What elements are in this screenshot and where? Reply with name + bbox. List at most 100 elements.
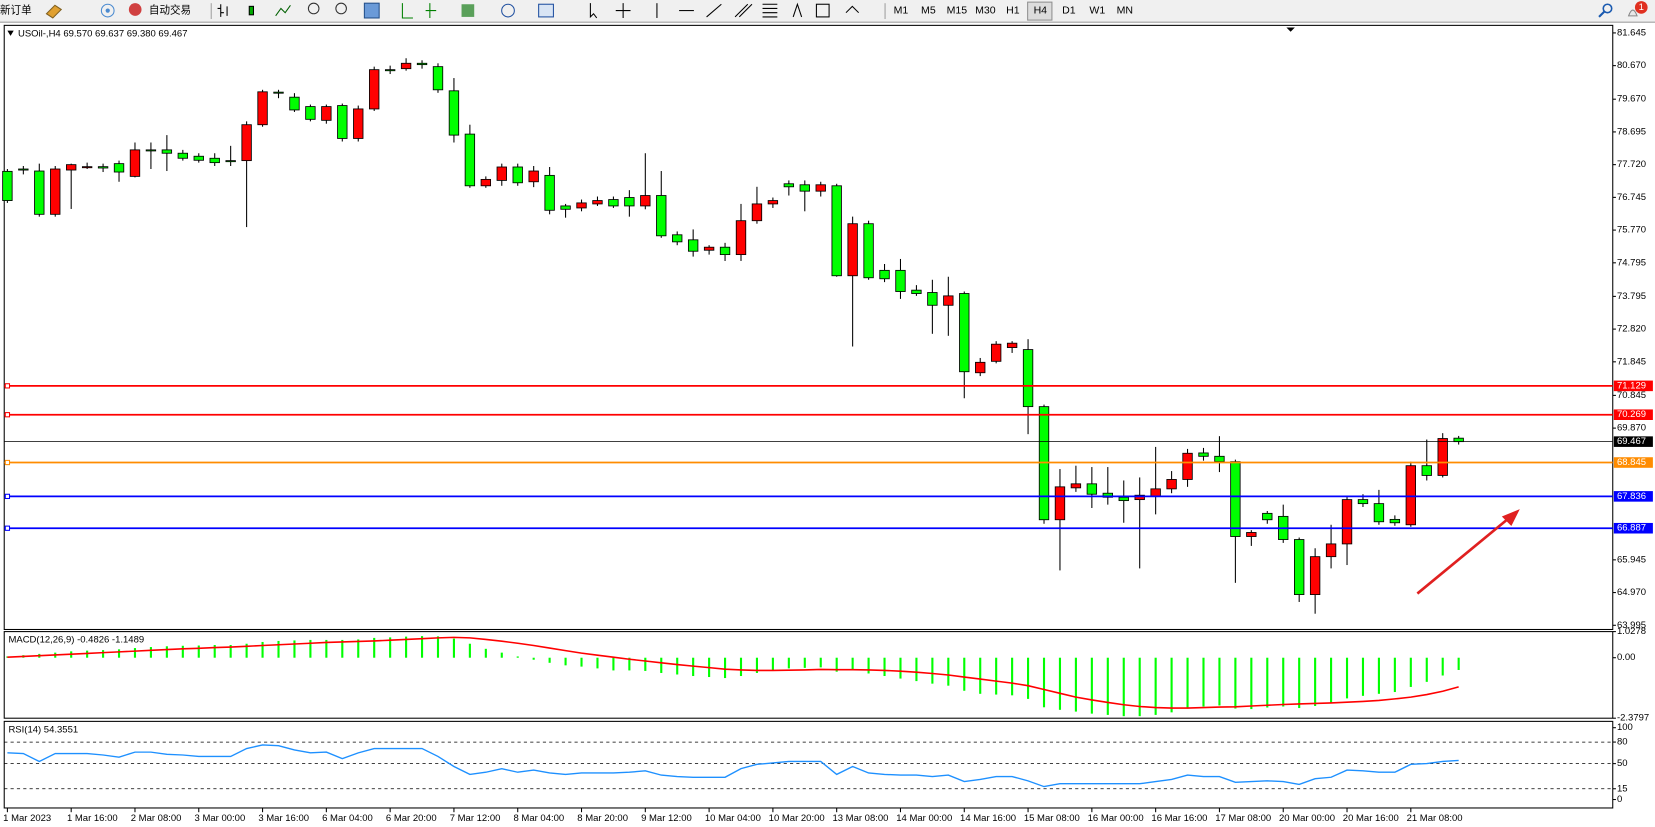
candle-body (1118, 496, 1129, 502)
candle-body (1198, 452, 1209, 457)
level-label: 66.887 (1617, 523, 1646, 534)
candle-body (384, 69, 396, 72)
x-tick-label: 14 Mar 16:00 (960, 813, 1016, 824)
timeframe-button[interactable]: MN (1117, 4, 1133, 16)
crosshair-button[interactable] (615, 3, 631, 18)
macd-bar (197, 645, 200, 658)
level-label: 68.845 (1617, 457, 1646, 468)
notification-bell[interactable] (1627, 9, 1638, 17)
timeframe-button[interactable]: W1 (1089, 4, 1105, 16)
macd-bar (325, 639, 328, 658)
timeframe-button[interactable]: M15 (947, 4, 968, 16)
candle-body (990, 343, 1002, 362)
macd-bar (979, 657, 982, 694)
timeframe-button[interactable]: H4 (1034, 4, 1048, 16)
fibonacci-button[interactable] (762, 3, 778, 18)
candle-body (927, 292, 938, 306)
candle-body (289, 96, 300, 111)
candle-body (592, 200, 603, 205)
macd-bar (819, 657, 822, 668)
history-icon[interactable] (45, 4, 63, 19)
candle-body (1214, 455, 1225, 463)
candle-body (416, 62, 428, 66)
macd-bar (277, 640, 280, 658)
macd-bar (1298, 657, 1301, 709)
label-button[interactable] (815, 3, 830, 18)
y-tick-label: 81.645 (1617, 27, 1646, 38)
macd-bar (676, 657, 679, 675)
y-tick-label: 72.820 (1617, 324, 1646, 335)
macd-bar (1058, 657, 1062, 710)
candle-body (369, 69, 380, 110)
candle-body (608, 199, 619, 207)
timeframe-button[interactable]: H1 (1006, 4, 1020, 16)
y-tick-label: 80.670 (1617, 60, 1646, 71)
macd-bar (580, 657, 583, 667)
candle-body (1230, 461, 1241, 537)
channel-button[interactable] (734, 3, 753, 18)
signal-line (7, 636, 1459, 709)
candle-body (1389, 518, 1401, 524)
shift-button[interactable] (425, 3, 437, 18)
arrows-button[interactable] (845, 5, 860, 14)
autoscroll-button[interactable] (401, 3, 413, 19)
trendline-button[interactable] (706, 3, 722, 18)
macd-bar (1090, 657, 1093, 714)
x-tick-label: 1 Mar 16:00 (67, 813, 118, 824)
candle-body (177, 152, 188, 159)
line-chart-button[interactable] (275, 4, 291, 17)
templates-button[interactable] (538, 3, 554, 18)
level-label-box (1613, 457, 1653, 468)
macd-bar (468, 643, 471, 658)
level-handle (4, 383, 11, 389)
candle-body (528, 170, 539, 183)
tile-button[interactable] (363, 2, 380, 19)
candle-body (1357, 499, 1369, 505)
timeframe-button[interactable]: M30 (975, 4, 996, 16)
macd-bar (1330, 657, 1333, 703)
timeframe-button[interactable]: M1 (894, 4, 909, 16)
candle-body (1086, 483, 1098, 495)
y-tick-label: 79.670 (1617, 94, 1646, 105)
periods-button[interactable] (501, 3, 515, 18)
price-panel (3, 24, 1614, 631)
x-tick-label: 3 Mar 16:00 (258, 813, 309, 824)
cursor-button[interactable] (589, 3, 598, 19)
macd-bar (899, 657, 902, 679)
macd-bar (1042, 657, 1046, 708)
candle-chart-button[interactable] (248, 5, 255, 16)
indicators-button[interactable] (461, 4, 475, 17)
level-handle (4, 459, 11, 466)
timeframe-button[interactable]: D1 (1062, 4, 1076, 16)
candle-body (257, 91, 268, 126)
macd-bar (739, 657, 743, 677)
candle-body (1325, 543, 1337, 558)
new-order-button[interactable]: 新订单 (0, 3, 32, 16)
search-button[interactable] (1602, 3, 1613, 14)
auto-trading-icon[interactable] (128, 3, 142, 16)
timeframe-button[interactable]: M5 (921, 4, 936, 16)
signal-icon[interactable] (100, 3, 115, 18)
text-button[interactable] (792, 2, 803, 18)
y-tick-label: 63.995 (1617, 620, 1646, 631)
search-handle (1598, 10, 1606, 18)
macd-bar (564, 657, 567, 666)
zoom-out-button[interactable] (335, 2, 347, 15)
auto-trading-button[interactable]: 自动交易 (149, 3, 191, 16)
macd-bar (1122, 657, 1125, 717)
zoom-in-button[interactable] (307, 2, 320, 15)
y-tick-label: 50 (1617, 758, 1628, 769)
candle-body (337, 105, 348, 139)
candle-body (1246, 532, 1257, 537)
y-tick-label: 76.745 (1617, 192, 1646, 203)
candle-body (975, 361, 986, 374)
panel-menu-arrow[interactable] (7, 30, 14, 36)
y-tick-label: 78.695 (1617, 126, 1646, 137)
macd-bar (357, 639, 360, 658)
chart-shift-marker[interactable] (1286, 27, 1295, 32)
macd-bar (436, 636, 440, 658)
bar-chart-button[interactable] (217, 4, 228, 17)
candle-body (113, 163, 125, 173)
candle-body (560, 205, 571, 210)
candle-body (50, 168, 61, 215)
